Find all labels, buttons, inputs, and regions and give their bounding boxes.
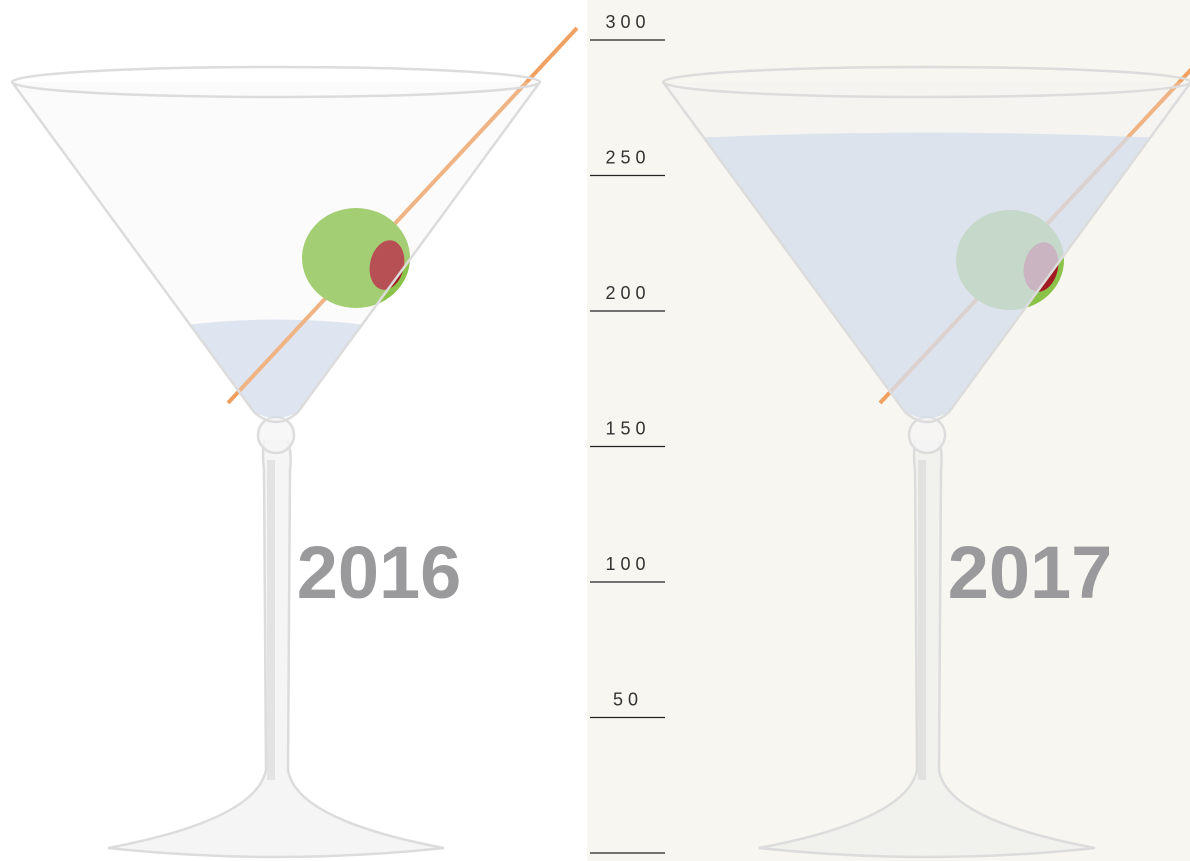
stem-highlight (267, 460, 275, 780)
y-tick-label: 250 (605, 148, 650, 168)
stem-highlight (918, 460, 926, 780)
chart: 50 100 150 200 250 300 2016 2017 (0, 0, 1190, 861)
y-tick-label: 200 (605, 283, 650, 303)
y-tick-label: 150 (605, 419, 650, 439)
y-tick-label: 100 (605, 554, 650, 574)
year-label: 2016 (297, 531, 462, 614)
year-label: 2017 (948, 531, 1113, 614)
y-tick-label: 300 (605, 12, 650, 32)
y-tick-label: 50 (613, 690, 643, 710)
